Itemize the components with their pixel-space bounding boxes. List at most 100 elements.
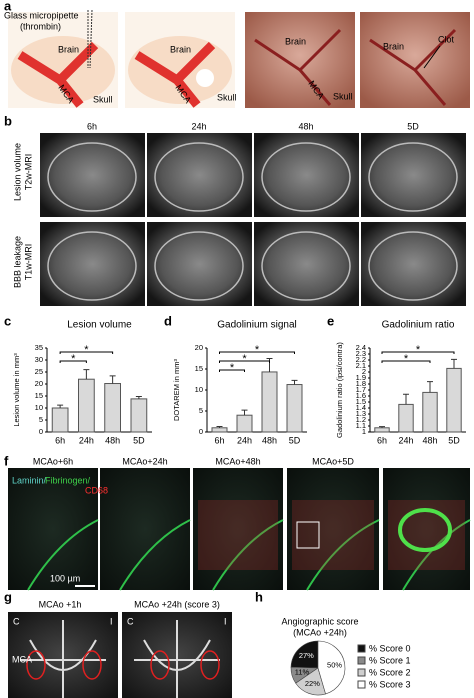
annotation: Skull bbox=[93, 94, 113, 104]
error-bar bbox=[216, 426, 223, 428]
vessel-label: MCA bbox=[12, 654, 32, 664]
bar bbox=[211, 427, 228, 433]
annotation: Skull bbox=[333, 91, 353, 101]
mri-image bbox=[147, 133, 252, 217]
y-axis-label: Lesion volume in mm³ bbox=[12, 353, 21, 427]
side-label: I bbox=[110, 616, 113, 626]
x-tick-label: 6h bbox=[214, 435, 224, 445]
angiogram-images bbox=[8, 612, 232, 698]
significance-label: * bbox=[71, 353, 76, 365]
mri-images bbox=[40, 133, 466, 306]
error-bar bbox=[83, 369, 90, 380]
panel-label: c bbox=[4, 313, 11, 328]
column-label: MCAo+6h bbox=[33, 456, 73, 466]
pie-slice bbox=[317, 640, 346, 695]
vessel bbox=[119, 519, 191, 591]
legend-label: % Score 1 bbox=[369, 655, 411, 665]
row-label: T2w-MRI bbox=[23, 154, 33, 191]
annotation: Skull bbox=[217, 92, 237, 102]
brain-outline bbox=[47, 142, 137, 212]
chart-title: Lesion volume bbox=[67, 320, 132, 331]
y-tick-label: 1.8 bbox=[356, 379, 366, 388]
scale-bar-label: 100 µm bbox=[50, 573, 80, 583]
side-label: I bbox=[224, 616, 227, 626]
x-tick-label: 48h bbox=[422, 435, 437, 445]
brain-outline bbox=[368, 231, 458, 301]
column-label: MCAo+5D bbox=[312, 456, 354, 466]
y-tick-label: 0 bbox=[39, 427, 43, 436]
schematic-2 bbox=[125, 12, 235, 108]
panel-label: a bbox=[4, 0, 12, 13]
y-tick-label: 15 bbox=[35, 391, 43, 400]
pie-slice bbox=[290, 640, 319, 669]
significance-label: * bbox=[255, 344, 260, 356]
stain-label: Laminin/ bbox=[12, 475, 47, 485]
y-tick-label: 1.9 bbox=[356, 373, 366, 382]
y-tick-label: 5 bbox=[39, 415, 43, 424]
legend-swatch bbox=[357, 656, 366, 665]
slice-label: 22% bbox=[305, 679, 320, 688]
brain-outline bbox=[261, 231, 351, 301]
bar bbox=[374, 427, 390, 433]
panel-label: b bbox=[4, 113, 12, 128]
y-tick-label: 1.6 bbox=[356, 391, 366, 400]
bar bbox=[286, 384, 303, 433]
error-bar bbox=[109, 375, 116, 384]
x-tick-label: 5D bbox=[289, 435, 301, 445]
error-bar bbox=[241, 409, 248, 416]
error-bar bbox=[135, 395, 142, 399]
y-tick-label: 20 bbox=[195, 343, 203, 352]
y-tick-label: 30 bbox=[35, 355, 43, 364]
y-tick-label: 2.1 bbox=[356, 361, 366, 370]
y-tick-label: 1.2 bbox=[356, 415, 366, 424]
bar bbox=[236, 414, 253, 433]
mri-image bbox=[254, 133, 359, 217]
error-bar bbox=[57, 404, 64, 408]
legend-swatch bbox=[357, 668, 366, 677]
brain-outline bbox=[47, 231, 137, 301]
legend-label: % Score 0 bbox=[369, 643, 411, 653]
bar bbox=[104, 383, 121, 433]
column-label: 48h bbox=[298, 121, 313, 131]
row-label: Lesion volume bbox=[12, 143, 22, 201]
y-tick-label: 1.5 bbox=[356, 397, 366, 406]
legend-swatch bbox=[357, 680, 366, 689]
significance-bracket bbox=[59, 360, 87, 363]
slice-label: 50% bbox=[327, 661, 342, 670]
y-tick-label: 1.4 bbox=[356, 403, 366, 412]
y-axis-label: DOTAREM in mm³ bbox=[172, 359, 181, 421]
annotation: Brain bbox=[383, 41, 404, 51]
side-label: C bbox=[13, 616, 20, 626]
y-tick-label: 1.1 bbox=[356, 421, 366, 430]
x-tick-label: 5D bbox=[448, 435, 460, 445]
annotation: Brain bbox=[58, 44, 79, 54]
column-label: MCAo +1h bbox=[39, 599, 82, 609]
mri-image bbox=[40, 222, 145, 306]
significance-bracket bbox=[381, 360, 431, 363]
significance-bracket bbox=[219, 360, 270, 363]
error-bar bbox=[427, 381, 433, 393]
column-label: 6h bbox=[87, 121, 97, 131]
brain-outline bbox=[261, 142, 351, 212]
significance-bracket bbox=[219, 369, 245, 372]
chart-title: Gadolinium ratio bbox=[382, 320, 455, 331]
error-bar bbox=[291, 379, 298, 385]
bar bbox=[130, 398, 148, 433]
annotation: Clot bbox=[438, 34, 455, 44]
chart-title: Angiographic score bbox=[281, 616, 358, 626]
photo-1 bbox=[245, 12, 355, 108]
significance-label: * bbox=[230, 362, 235, 374]
bar bbox=[78, 378, 95, 433]
panel-label: d bbox=[164, 313, 172, 328]
y-tick-label: 2.4 bbox=[356, 343, 366, 352]
bar bbox=[261, 371, 278, 433]
y-tick-label: 0 bbox=[199, 427, 203, 436]
fluorescence-image bbox=[100, 468, 190, 590]
x-tick-label: 5D bbox=[133, 435, 145, 445]
y-tick-label: 1.3 bbox=[356, 409, 366, 418]
x-tick-label: 24h bbox=[237, 435, 252, 445]
chart-title: Gadolinium signal bbox=[217, 320, 297, 331]
y-axis-label: Gadolinium ratio (ipsi/contra) bbox=[335, 342, 344, 438]
significance-label: * bbox=[416, 344, 421, 356]
